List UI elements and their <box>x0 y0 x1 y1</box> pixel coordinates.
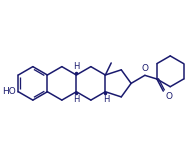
Text: O: O <box>166 92 173 101</box>
Text: HO: HO <box>3 87 16 96</box>
Text: H: H <box>73 95 80 104</box>
Text: H: H <box>73 62 80 71</box>
Text: O: O <box>141 64 148 73</box>
Text: H: H <box>103 95 109 104</box>
